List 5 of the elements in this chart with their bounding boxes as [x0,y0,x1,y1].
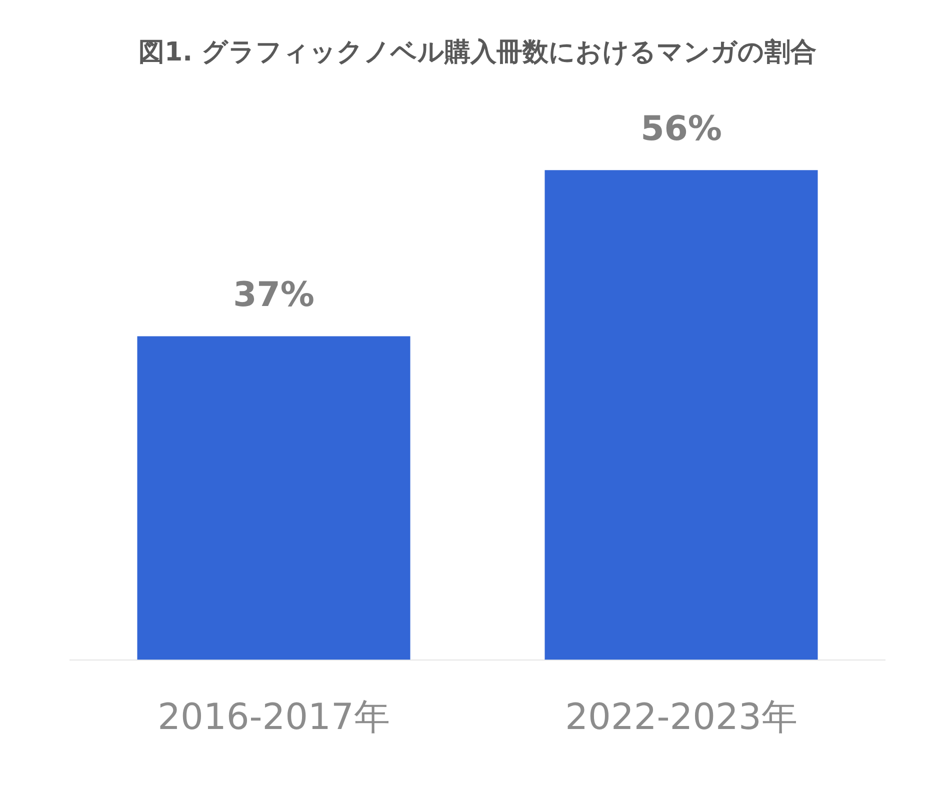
x-tick-label: 2016-2017年 [158,696,390,738]
chart-title: 図1. グラフィックノベル購入冊数におけるマンガの割合 [138,37,817,68]
x-tick-label: 2022-2023年 [565,696,798,738]
data-label: 37% [233,275,314,316]
data-label: 56% [640,109,722,149]
